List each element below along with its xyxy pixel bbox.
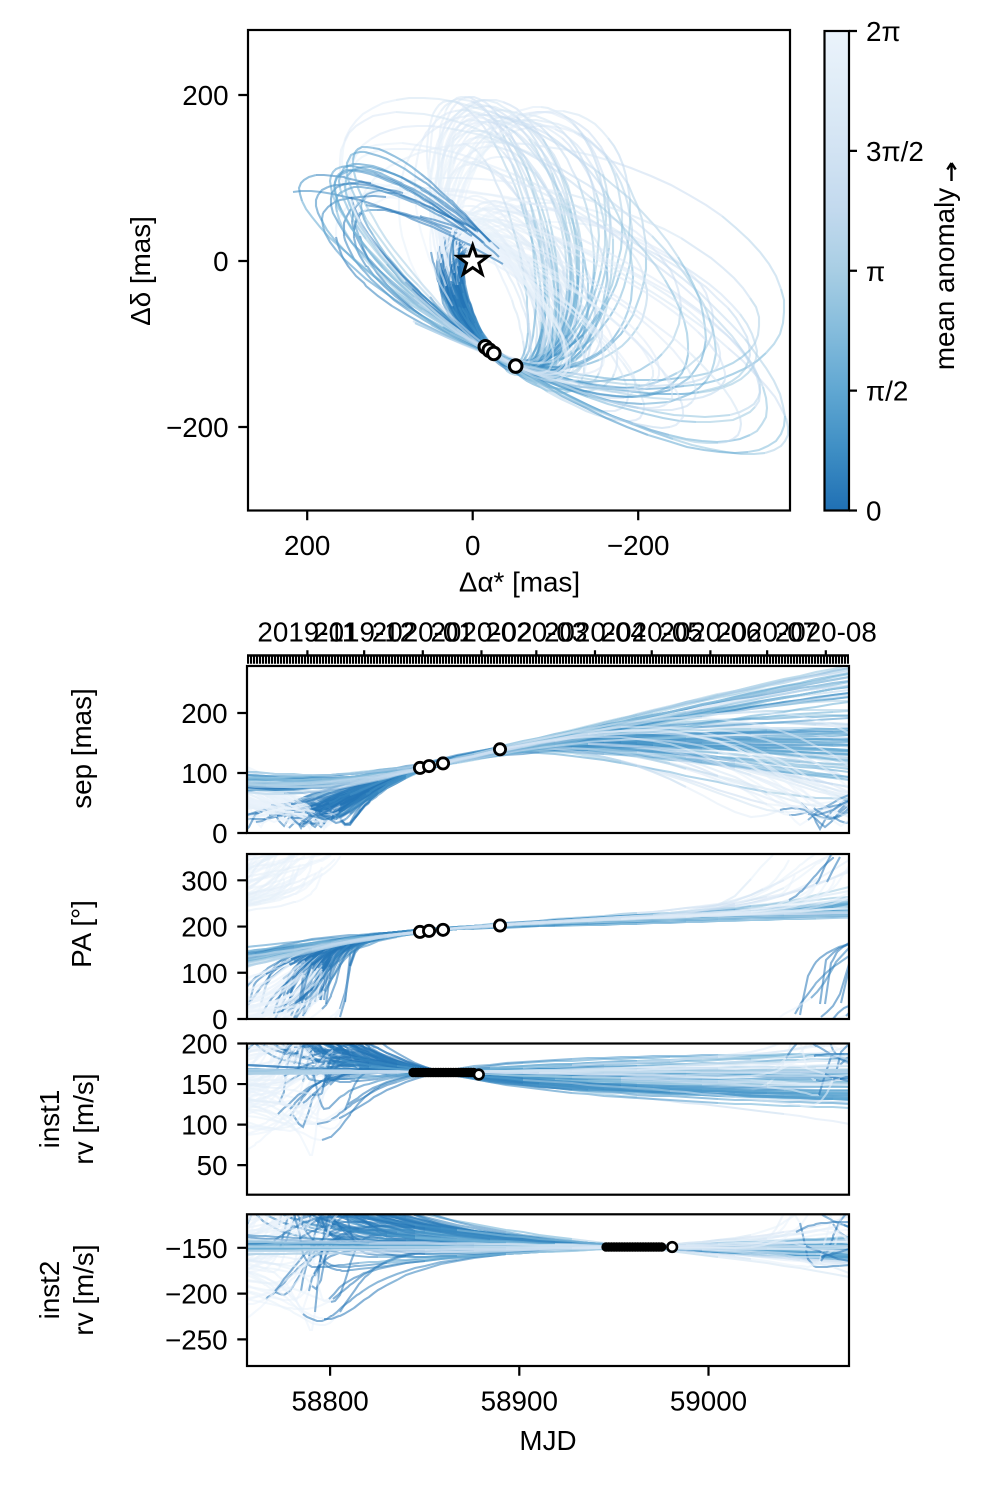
svg-text:2020-02: 2020-02 — [430, 616, 532, 647]
svg-text:0: 0 — [212, 1004, 227, 1035]
svg-text:200: 200 — [181, 698, 227, 729]
svg-text:100: 100 — [181, 958, 227, 989]
svg-text:2π: 2π — [866, 16, 901, 47]
svg-text:2020-08: 2020-08 — [775, 616, 877, 647]
svg-text:inst1: inst1 — [34, 1090, 65, 1149]
svg-text:3π/2: 3π/2 — [866, 136, 924, 167]
svg-text:2020-04: 2020-04 — [544, 616, 646, 647]
svg-text:200: 200 — [284, 530, 330, 561]
svg-text:Δδ [mas]: Δδ [mas] — [125, 216, 156, 326]
svg-text:200: 200 — [181, 1029, 227, 1060]
svg-text:−250: −250 — [165, 1324, 228, 1355]
svg-text:MJD: MJD — [519, 1425, 576, 1456]
svg-text:2020-03: 2020-03 — [485, 616, 587, 647]
svg-text:π: π — [866, 256, 885, 287]
svg-text:100: 100 — [181, 758, 227, 789]
svg-text:0: 0 — [213, 246, 228, 277]
svg-text:π/2: π/2 — [866, 376, 908, 407]
svg-text:mean anomaly: mean anomaly — [929, 188, 960, 370]
svg-text:58900: 58900 — [481, 1385, 558, 1416]
svg-text:50: 50 — [197, 1150, 228, 1181]
svg-text:300: 300 — [181, 865, 227, 896]
svg-text:inst2: inst2 — [34, 1261, 65, 1320]
svg-text:PA [°]: PA [°] — [66, 900, 97, 968]
svg-text:−200: −200 — [607, 530, 670, 561]
svg-text:2020-06: 2020-06 — [659, 616, 761, 647]
svg-text:200: 200 — [181, 912, 227, 943]
svg-text:0: 0 — [866, 496, 881, 527]
svg-text:−200: −200 — [166, 412, 229, 443]
svg-text:200: 200 — [182, 80, 228, 111]
svg-text:−150: −150 — [165, 1233, 228, 1264]
svg-text:sep [mas]: sep [mas] — [66, 688, 97, 809]
svg-text:150: 150 — [181, 1069, 227, 1100]
svg-text:2019-12: 2019-12 — [313, 616, 415, 647]
svg-text:59000: 59000 — [670, 1385, 747, 1416]
svg-text:2020-07: 2020-07 — [716, 616, 818, 647]
svg-text:0: 0 — [465, 530, 480, 561]
svg-text:2020-01: 2020-01 — [372, 616, 474, 647]
svg-text:0: 0 — [212, 818, 227, 849]
svg-text:2020-05: 2020-05 — [601, 616, 703, 647]
svg-text:−200: −200 — [165, 1279, 228, 1310]
svg-text:2019-11: 2019-11 — [257, 616, 357, 647]
svg-text:100: 100 — [181, 1110, 227, 1141]
svg-text:rv [m/s]: rv [m/s] — [68, 1073, 99, 1164]
svg-text:rv [m/s]: rv [m/s] — [68, 1244, 99, 1335]
svg-text:Δα* [mas]: Δα* [mas] — [459, 567, 580, 598]
svg-text:58800: 58800 — [291, 1385, 368, 1416]
